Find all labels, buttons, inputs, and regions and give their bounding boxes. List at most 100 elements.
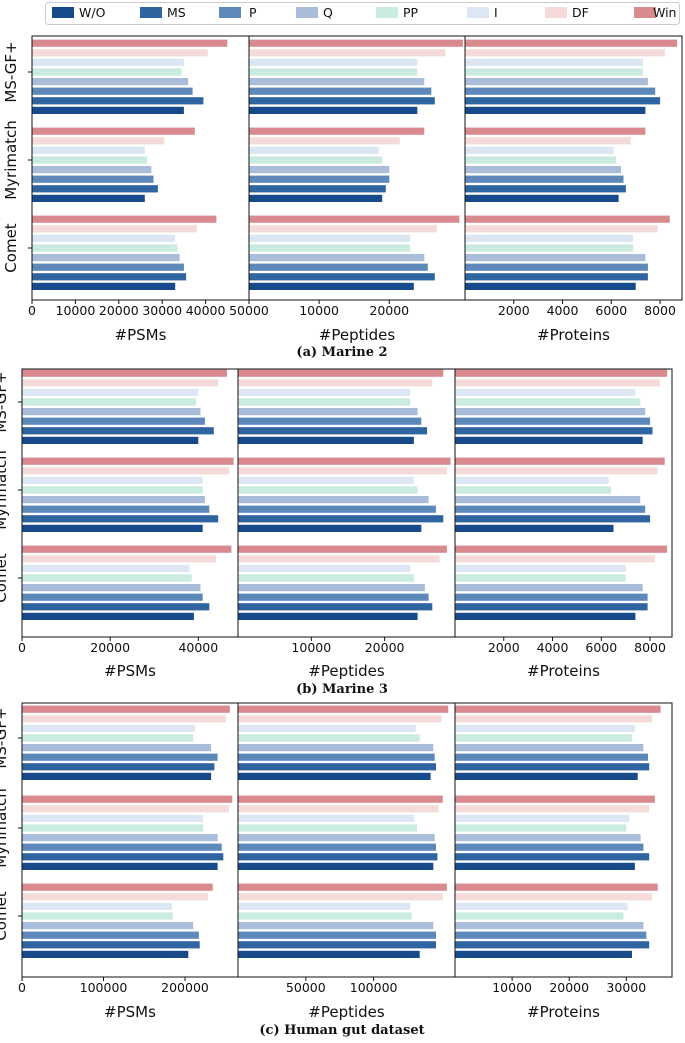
bar-i — [465, 234, 634, 242]
bar-p — [22, 843, 222, 851]
bar-p — [32, 263, 184, 271]
bar-df — [455, 715, 652, 723]
bar-df — [22, 467, 230, 475]
chart-3: 0 100000 200000 #PSMs 50000 100000 #Peptides 10… — [0, 702, 673, 1038]
bar-i — [238, 564, 411, 572]
bar-p — [22, 417, 205, 425]
bar-win — [22, 883, 213, 891]
bar-win — [238, 369, 444, 377]
bar-q — [22, 584, 201, 592]
bar-win — [22, 705, 230, 713]
bar-p — [238, 417, 422, 425]
chart-caption: (c) Human gut dataset — [259, 1023, 424, 1038]
bar-q — [238, 834, 435, 842]
bar-win — [455, 883, 658, 891]
bar-ms — [249, 273, 435, 281]
bar-ms — [455, 941, 650, 949]
panel-psms: 0 20000 40000 #PSMs — [18, 368, 239, 680]
bar-win — [238, 883, 447, 891]
bar-win — [22, 457, 234, 465]
x-tick-label: 10000 — [291, 640, 331, 655]
bar-ms — [22, 763, 215, 771]
bar-q — [238, 744, 434, 752]
bar-wo — [32, 194, 145, 202]
bar-q — [32, 78, 189, 86]
x-tick-label: 20000 — [99, 303, 139, 318]
bar-win — [238, 705, 449, 713]
bar-i — [238, 476, 414, 484]
bar-df — [249, 225, 437, 233]
x-tick-label: 6000 — [595, 303, 627, 318]
bar-ms — [22, 853, 224, 861]
x-tick-label: 20000 — [90, 640, 130, 655]
bar-ms — [455, 603, 648, 611]
bar-ms — [22, 515, 219, 523]
x-tick-label: 40000 — [186, 303, 226, 318]
bar-df — [238, 555, 440, 563]
bar-df — [32, 49, 208, 57]
bar-wo — [22, 950, 189, 958]
bar-df — [22, 805, 229, 813]
bar-df — [465, 137, 631, 145]
x-tick-label: 20000 — [365, 640, 405, 655]
panel-peptides: 10000 20000 #Peptides — [237, 368, 456, 680]
bar-df — [22, 893, 208, 901]
bar-wo — [465, 282, 636, 290]
bar-q — [249, 78, 425, 86]
bar-win — [455, 369, 668, 377]
bar-pp — [22, 912, 173, 920]
x-tick-label: 0 — [18, 980, 26, 995]
bar-p — [465, 87, 656, 95]
bar-df — [249, 49, 446, 57]
legend: W/O MS P Q PP I DF Win — [45, 2, 680, 25]
bar-p — [22, 931, 199, 939]
bar-wo — [249, 106, 418, 114]
panel-peptides: 50000 100000 #Peptides — [237, 702, 456, 1021]
y-category-label: Comet — [2, 223, 20, 272]
bar-q — [455, 834, 641, 842]
bar-pp — [455, 912, 624, 920]
bar-q — [22, 408, 201, 416]
bar-pp — [238, 824, 417, 832]
bar-q — [22, 496, 205, 504]
bar-i — [465, 146, 614, 154]
x-tick-label: 200000 — [161, 980, 209, 995]
bar-wo — [22, 436, 199, 444]
bar-pp — [455, 824, 627, 832]
bar-wo — [465, 106, 646, 114]
bar-q — [22, 834, 218, 842]
legend-label: Win — [653, 5, 676, 20]
bar-wo — [238, 524, 422, 532]
bar-q — [238, 922, 434, 930]
bar-ms — [455, 515, 651, 523]
x-axis-label: #Peptides — [308, 1003, 385, 1021]
x-tick-label: 10000 — [299, 303, 339, 318]
bar-pp — [465, 156, 617, 164]
bar-ms — [465, 97, 661, 105]
bar-q — [32, 166, 152, 174]
bar-wo — [455, 950, 632, 958]
bar-pp — [22, 574, 192, 582]
bar-pp — [22, 486, 203, 494]
bar-q — [238, 584, 425, 592]
legend-label: DF — [572, 5, 589, 20]
bar-p — [238, 753, 435, 761]
chart-2: 0 20000 40000 #PSMs 10000 20000 #Peptides 2000 4… — [0, 368, 673, 697]
bar-i — [455, 724, 635, 732]
bar-df — [238, 379, 433, 387]
bar-wo — [238, 772, 431, 780]
bar-ms — [22, 603, 210, 611]
bar-df — [249, 137, 400, 145]
legend-label: PP — [403, 5, 419, 20]
bar-ms — [22, 427, 214, 435]
bar-i — [455, 902, 628, 910]
bar-win — [22, 545, 232, 553]
panel-frame — [454, 368, 673, 638]
bar-i — [455, 564, 626, 572]
x-tick-label: 0 — [28, 303, 36, 318]
bar-wo — [22, 772, 212, 780]
bar-p — [249, 87, 432, 95]
bar-p — [22, 753, 218, 761]
bar-i — [32, 234, 176, 242]
x-axis-label: #Proteins — [527, 1003, 600, 1021]
